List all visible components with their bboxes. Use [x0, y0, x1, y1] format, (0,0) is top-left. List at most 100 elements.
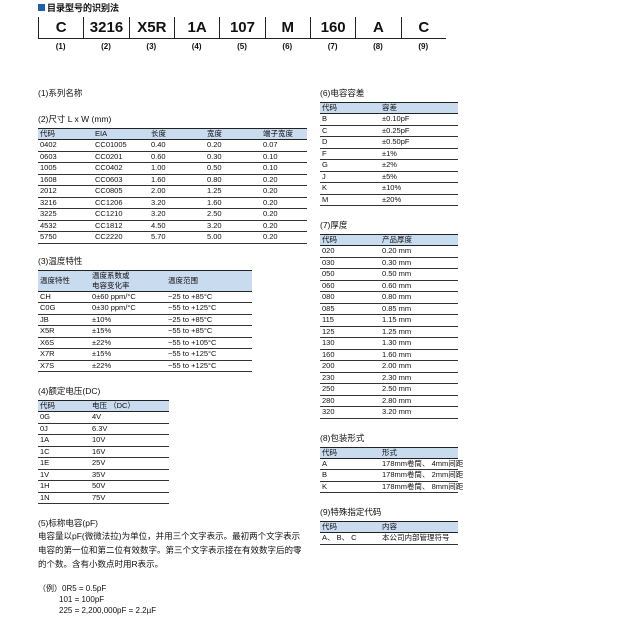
- table-row: 130 1.30 mm: [320, 337, 458, 350]
- example-2: 101 = 100pF: [59, 595, 105, 604]
- column-header: 容差: [380, 102, 458, 114]
- code-segment: 107: [219, 17, 264, 38]
- table-cell: 0.20: [261, 185, 307, 198]
- section-3-title: (3)温度特性: [38, 255, 83, 266]
- table-cell: 0.50 mm: [380, 268, 458, 281]
- column-header: 代码: [38, 128, 93, 140]
- table-cell: 0.10: [261, 162, 307, 175]
- code-index: (6): [282, 42, 293, 51]
- table-cell: X7S: [38, 360, 90, 372]
- right-column: (6)电容容差 代码 容差 B ±0.10pF C ±0.25pF D ±0.50pF F ±1%…: [320, 88, 480, 545]
- section-6: (6)电容容差 代码 容差 B ±0.10pF C ±0.25pF D ±0.50pF F ±1%…: [320, 88, 480, 206]
- table-cell: 1C: [38, 446, 90, 458]
- table-cell: 10V: [90, 434, 169, 447]
- part-number-code-row: C 3216 X5R 1A 107 M 160 A C: [38, 17, 446, 39]
- table-row: 1N 75V: [38, 492, 169, 504]
- table-cell: 1.00: [149, 162, 205, 175]
- code-segment: 3216: [83, 17, 128, 38]
- table-cell: 1A: [38, 434, 90, 447]
- table-cell: F: [320, 148, 380, 160]
- table-cell: −55 to +85°C: [166, 325, 252, 338]
- table-cell: 0.20: [261, 231, 307, 244]
- table-cell: 75V: [90, 492, 169, 504]
- column-header: 温度范围: [166, 269, 252, 292]
- section-5-description: 电容量以pF(微微法拉)为单位，并用三个文字表示。最初两个文字表示电容的第一位和…: [38, 531, 302, 569]
- table-cell: 160: [320, 349, 380, 361]
- table-cell: CC0402: [93, 162, 149, 175]
- table-row: C0G 0±30 ppm/°C −55 to +125°C: [38, 302, 252, 315]
- table-row: JB ±10% −25 to +85°C: [38, 314, 252, 326]
- rated-voltage-table: 代码 电压 （DC） 0G 4V 0J 6.3V 1A 10V 1C 16V 1E 25V 1V 35V 1…: [38, 400, 169, 504]
- table-cell: CC0201: [93, 151, 149, 163]
- table-cell: B: [320, 113, 380, 126]
- table-cell: 115: [320, 314, 380, 327]
- table-cell: 178mm卷筒、 8mm间距: [380, 481, 464, 493]
- table-row: 160 1.60 mm: [320, 349, 458, 361]
- table-cell: 0.20: [261, 208, 307, 221]
- table-cell: 0.20: [205, 139, 261, 152]
- table-row: 085 0.85 mm: [320, 303, 458, 315]
- column-header: 端子宽度: [261, 128, 307, 140]
- table-cell: 0402: [38, 139, 93, 152]
- table-cell: 3.20: [149, 208, 205, 221]
- table-row: 250 2.50 mm: [320, 383, 458, 396]
- table-cell: K: [320, 481, 380, 493]
- table-cell: 0±60 ppm/°C: [90, 291, 166, 303]
- table-cell: 0J: [38, 423, 90, 435]
- table-cell: 1.60: [149, 174, 205, 186]
- table-row: 050 0.50 mm: [320, 268, 458, 281]
- table-header-row: 代码 形式: [320, 446, 458, 459]
- table-row: 0J 6.3V: [38, 423, 169, 435]
- table-cell: 020: [320, 245, 380, 258]
- table-header-row: 代码 电压 （DC）: [38, 400, 169, 412]
- table-cell: X5R: [38, 325, 90, 338]
- table-row: 2012 CC0805 2.00 1.25 0.20: [38, 185, 307, 198]
- column-header: 内容: [380, 521, 458, 533]
- table-cell: 130: [320, 337, 380, 350]
- table-cell: D: [320, 136, 380, 149]
- table-cell: CH: [38, 291, 90, 303]
- size-table: 代码 EIA 长度 宽度 端子宽度 0402 CC01005 0.40 0.20 0.07 0603…: [38, 128, 307, 244]
- table-row: B ±0.10pF: [320, 113, 458, 126]
- table-cell: ±1%: [380, 148, 458, 160]
- table-cell: CC1210: [93, 208, 149, 221]
- table-cell: CC0603: [93, 174, 149, 186]
- table-cell: 0.40: [149, 139, 205, 152]
- table-cell: M: [320, 194, 380, 206]
- code-segment: M: [264, 17, 310, 38]
- table-cell: −55 to +125°C: [166, 302, 252, 315]
- table-row: 0402 CC01005 0.40 0.20 0.07: [38, 139, 307, 152]
- table-cell: 060: [320, 280, 380, 292]
- table-cell: 1608: [38, 174, 93, 186]
- column-header: 代码: [320, 446, 380, 459]
- table-cell: 080: [320, 291, 380, 304]
- table-cell: 2.00: [149, 185, 205, 198]
- table-row: 1C 16V: [38, 446, 169, 458]
- column-header: 宽度: [205, 128, 261, 140]
- table-cell: −55 to +105°C: [166, 337, 252, 349]
- section-4: (4)额定电压(DC) 代码 电压 （DC） 0G 4V 0J 6.3V 1A 10V 1C 16…: [38, 386, 313, 504]
- table-row: A、 B、 C 本公司内部管理符号: [320, 532, 458, 545]
- table-cell: 0±30 ppm/°C: [90, 302, 166, 315]
- table-row: 5750 CC2220 5.70 5.00 0.20: [38, 231, 307, 244]
- table-cell: 0.30: [205, 151, 261, 163]
- code-index: (1): [55, 42, 66, 51]
- section-9-title: (9)特殊指定代码: [320, 507, 382, 517]
- table-row: 125 1.25 mm: [320, 326, 458, 338]
- table-row: 0603 CC0201 0.60 0.30 0.10: [38, 151, 307, 163]
- table-cell: 280: [320, 395, 380, 407]
- table-row: 080 0.80 mm: [320, 291, 458, 304]
- section-4-title: (4)额定电压(DC): [38, 386, 101, 396]
- table-cell: 1.15 mm: [380, 314, 458, 327]
- table-cell: −55 to +125°C: [166, 348, 252, 361]
- table-cell: 3216: [38, 197, 93, 209]
- section-3: (3)温度特性 温度特性 温度系数或 电容变化率 温度范围 CH 0±60 ppm/°C…: [38, 256, 313, 373]
- table-cell: 0.20: [261, 220, 307, 232]
- code-index: (4): [191, 42, 202, 51]
- table-cell: ±22%: [90, 360, 166, 372]
- table-cell: 0.30 mm: [380, 257, 458, 269]
- table-cell: 0.60: [149, 151, 205, 163]
- code-index: (2): [101, 42, 111, 51]
- table-row: 030 0.30 mm: [320, 257, 458, 269]
- code-segment: C: [400, 17, 446, 38]
